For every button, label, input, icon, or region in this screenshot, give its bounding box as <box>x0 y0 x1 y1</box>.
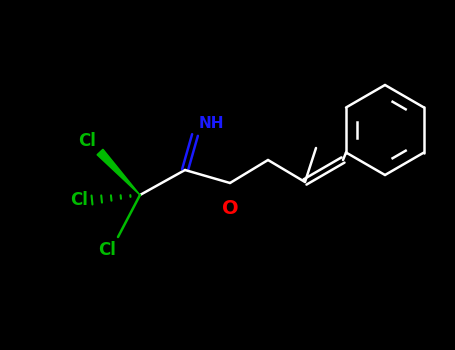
Text: Cl: Cl <box>70 191 88 209</box>
Text: O: O <box>222 199 238 218</box>
Text: NH: NH <box>199 116 224 131</box>
Text: Cl: Cl <box>78 132 96 150</box>
Text: Cl: Cl <box>98 241 116 259</box>
Polygon shape <box>97 149 140 195</box>
